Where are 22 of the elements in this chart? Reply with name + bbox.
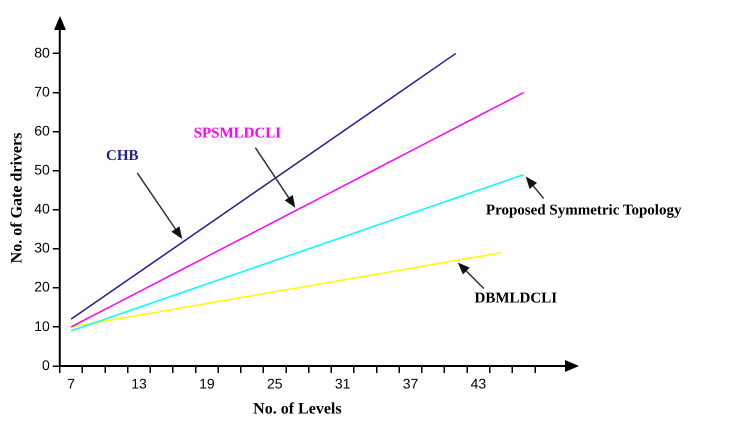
y-tick-label: 60: [34, 122, 50, 138]
x-tick-label: 43: [470, 375, 486, 392]
text: DBMLDCLI: [474, 290, 558, 306]
y-tick-label: 0: [42, 356, 50, 373]
x-axis-title: No. of Levels: [253, 400, 342, 418]
series-label: Proposed Symmetric Topology: [486, 202, 682, 218]
y-tick-label: 70: [34, 83, 50, 100]
text: CHB: [106, 148, 138, 164]
x-tick-label: 31: [334, 375, 351, 392]
x-tick-label: 7: [67, 375, 76, 392]
y-tick-label: 30: [34, 240, 50, 256]
y-tick-label: 20: [34, 278, 50, 295]
x-tick-label: 25: [266, 375, 283, 392]
y-tick-label: 80: [34, 44, 50, 60]
x-tick-label: 37: [402, 375, 419, 392]
x-tick-label: 13: [131, 375, 147, 392]
y-tick-label: 50: [34, 162, 50, 178]
text: SPSMLDCLI: [194, 126, 282, 142]
y-tick-label: 10: [34, 318, 50, 334]
y-axis-title: No. of Gate drivers: [8, 132, 26, 264]
x-tick-label: 19: [199, 375, 215, 392]
y-tick-label: 40: [34, 200, 50, 217]
